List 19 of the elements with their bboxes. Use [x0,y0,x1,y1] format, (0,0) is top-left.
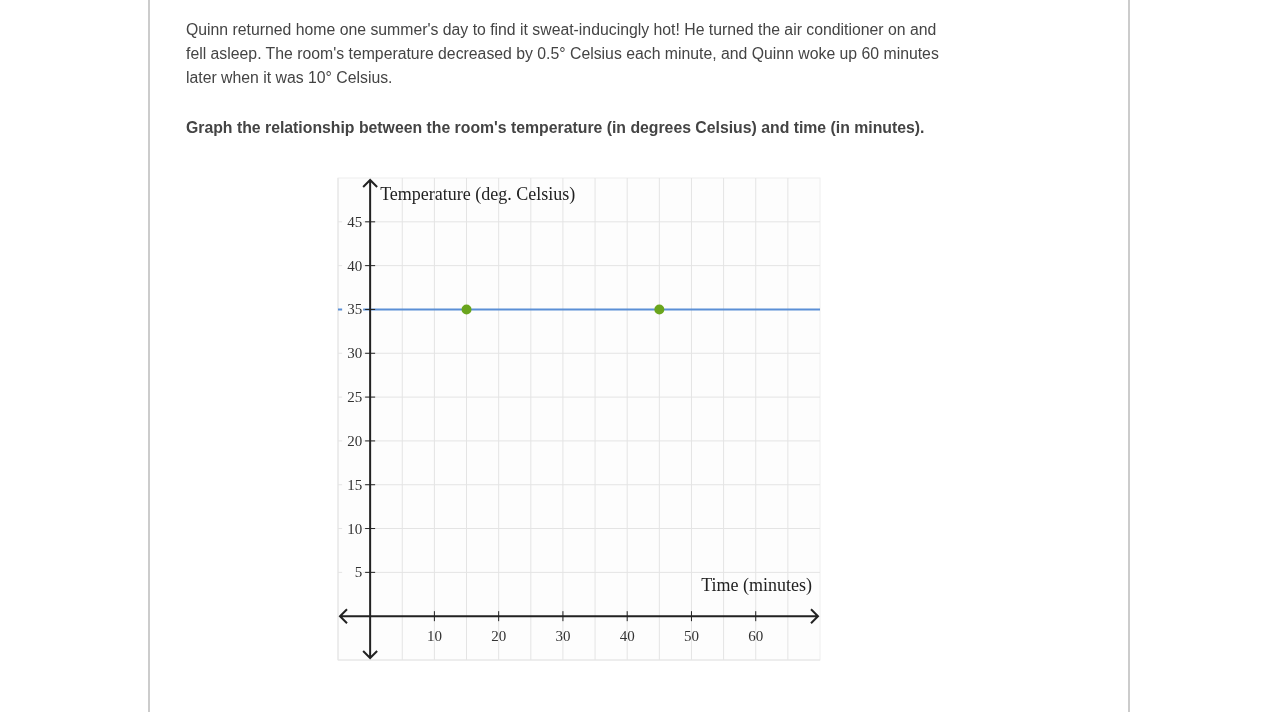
x-tick-label: 10 [426,628,442,645]
y-tick-label: 5 [354,564,363,581]
x-tick-label: 40 [619,628,635,645]
y-tick-label: 30 [347,345,363,362]
y-tick-label: 20 [347,432,363,449]
y-tick-label: 40 [347,257,363,274]
x-axis-title: Time (minutes) [701,575,812,597]
y-tick-label: 10 [347,520,363,537]
x-tick-label: 30 [555,628,571,645]
y-tick-label: 15 [347,476,363,493]
y-tick-label: 25 [347,389,363,406]
x-tick-label: 20 [491,628,507,645]
y-tick-label: 45 [347,213,363,230]
chart-title: Quinn returned home one summer's day to find it sweat-inducingly hot! He turned the air conditioner on and fell asleep. The room's temperature decreased by 0.5° Celsius each minute, and Quinn woke up 60 minutes later when it was 10° Celsius. [186,20,940,88]
chart-subtitle: Graph the relationship between the room's temperature (in degrees Celsius) and time (in minutes). [186,118,926,138]
x-tick-label: 50 [683,628,699,645]
y-tick-label: 35 [347,301,363,318]
x-tick-label: 60 [748,628,764,645]
y-axis-title: Temperature (deg. Celsius) [380,184,576,205]
